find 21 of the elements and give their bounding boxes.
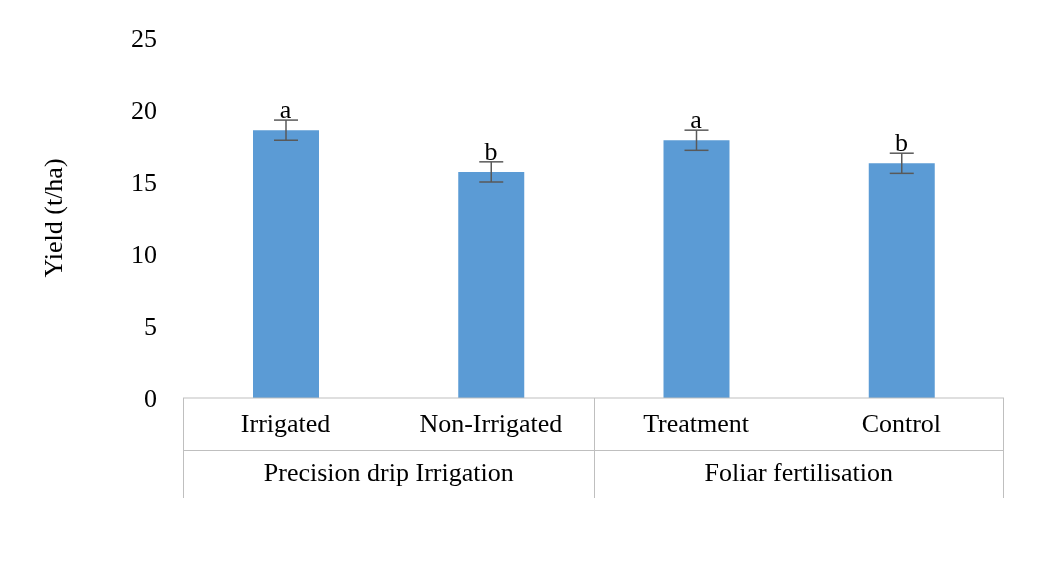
y-tick-label: 0: [144, 384, 157, 414]
y-tick-label: 15: [131, 168, 157, 198]
x-tick-label: Non-Irrigated: [419, 409, 563, 439]
bar: [253, 130, 319, 398]
bar: [458, 171, 525, 398]
bar: [663, 140, 730, 398]
annotation: b: [894, 128, 908, 158]
annotation: a: [690, 105, 703, 135]
y-tick-label: 10: [131, 240, 157, 270]
y-tick-label: 20: [131, 96, 157, 126]
y-tick-label: 5: [144, 312, 157, 342]
text: Foliar fertilisation: [703, 458, 894, 488]
y-tick-label: 25: [131, 24, 157, 54]
x-tick-label: Treatment: [643, 409, 750, 439]
y-axis-title: Yield (t/ha): [39, 158, 69, 278]
annotation: a: [279, 95, 292, 125]
text: Precision drip Irrigation: [262, 458, 515, 488]
annotation: b: [484, 136, 498, 166]
x-tick-label: Control: [861, 409, 942, 439]
bar: [868, 163, 935, 398]
x-tick-label: Irrigated: [240, 409, 331, 439]
